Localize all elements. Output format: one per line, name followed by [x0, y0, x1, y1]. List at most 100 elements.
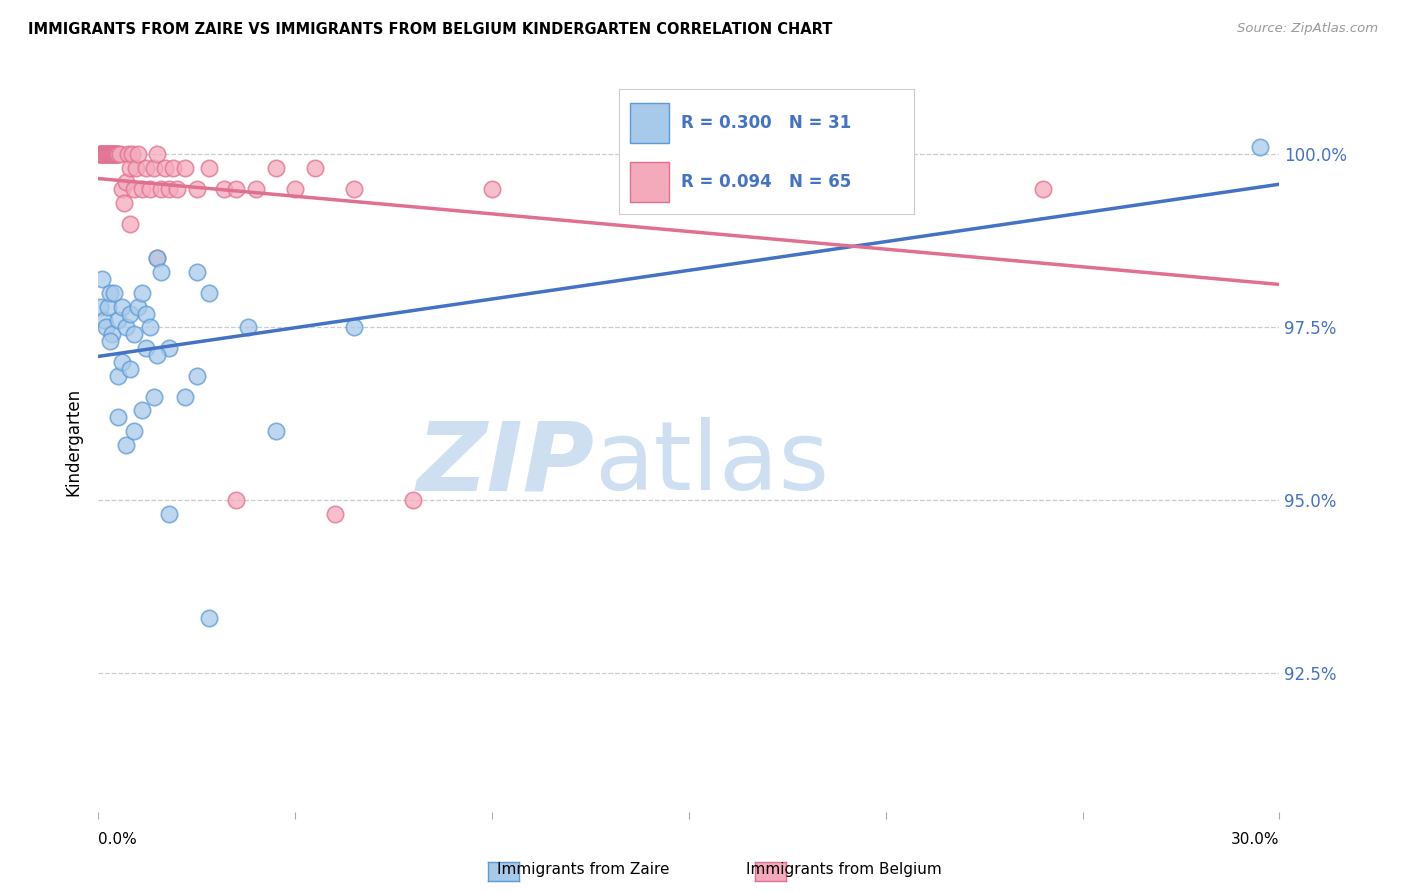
- Point: [100, 147, 122, 161]
- Point: [89, 300, 111, 314]
- Point: [89, 147, 111, 161]
- Point: [638, 182, 661, 196]
- Point: [89, 147, 111, 161]
- Point: [157, 182, 180, 196]
- Text: 30.0%: 30.0%: [1232, 832, 1279, 847]
- Text: ZIP: ZIP: [416, 417, 595, 510]
- Point: [481, 182, 503, 196]
- Point: [112, 195, 135, 210]
- Point: [131, 285, 153, 300]
- Point: [107, 313, 129, 327]
- Point: [122, 327, 145, 342]
- Point: [166, 182, 188, 196]
- Text: atlas: atlas: [595, 417, 830, 510]
- Point: [96, 147, 118, 161]
- Point: [122, 182, 145, 196]
- Text: Source: ZipAtlas.com: Source: ZipAtlas.com: [1237, 22, 1378, 36]
- Point: [125, 161, 148, 176]
- Point: [96, 147, 118, 161]
- Point: [93, 147, 115, 161]
- FancyBboxPatch shape: [630, 103, 669, 143]
- Point: [150, 265, 173, 279]
- Point: [155, 161, 177, 176]
- Point: [157, 341, 180, 355]
- Point: [146, 147, 169, 161]
- Point: [121, 147, 143, 161]
- Point: [90, 147, 112, 161]
- Point: [146, 348, 169, 362]
- Point: [111, 182, 134, 196]
- Point: [94, 147, 117, 161]
- Point: [186, 368, 208, 383]
- Point: [225, 182, 247, 196]
- Point: [118, 362, 141, 376]
- Point: [225, 493, 247, 508]
- Point: [756, 182, 779, 196]
- Point: [875, 182, 897, 196]
- Point: [146, 251, 169, 265]
- Point: [127, 147, 149, 161]
- Point: [91, 147, 114, 161]
- Point: [103, 147, 125, 161]
- Point: [197, 285, 219, 300]
- Y-axis label: Kindergarten: Kindergarten: [65, 387, 83, 496]
- Point: [118, 306, 141, 320]
- Point: [115, 320, 138, 334]
- Point: [236, 320, 259, 334]
- Point: [97, 147, 120, 161]
- Point: [96, 320, 118, 334]
- Point: [118, 217, 141, 231]
- Point: [138, 182, 160, 196]
- Point: [131, 182, 153, 196]
- Point: [115, 175, 138, 189]
- Text: 0.0%: 0.0%: [98, 832, 138, 847]
- Point: [103, 285, 125, 300]
- Point: [98, 334, 121, 349]
- Point: [146, 251, 169, 265]
- Point: [186, 182, 208, 196]
- Point: [174, 161, 197, 176]
- Point: [93, 313, 115, 327]
- Point: [118, 161, 141, 176]
- Point: [142, 161, 165, 176]
- Point: [98, 147, 121, 161]
- Point: [117, 147, 139, 161]
- Point: [1032, 182, 1054, 196]
- Point: [343, 320, 366, 334]
- Point: [142, 390, 165, 404]
- Point: [162, 161, 184, 176]
- Text: R = 0.300   N = 31: R = 0.300 N = 31: [681, 114, 851, 132]
- Point: [138, 320, 160, 334]
- Point: [107, 147, 129, 161]
- Point: [101, 327, 124, 342]
- Point: [108, 147, 131, 161]
- Point: [323, 507, 346, 521]
- Point: [98, 147, 121, 161]
- Point: [343, 182, 366, 196]
- Text: Immigrants from Zaire: Immigrants from Zaire: [498, 863, 669, 877]
- Point: [105, 147, 128, 161]
- Point: [135, 306, 157, 320]
- Point: [197, 161, 219, 176]
- Text: R = 0.094   N = 65: R = 0.094 N = 65: [681, 173, 851, 191]
- Point: [91, 272, 114, 286]
- Point: [186, 265, 208, 279]
- Point: [104, 147, 127, 161]
- Point: [98, 285, 121, 300]
- Point: [91, 147, 114, 161]
- Point: [135, 341, 157, 355]
- Point: [245, 182, 267, 196]
- Point: [131, 403, 153, 417]
- Point: [97, 300, 120, 314]
- Point: [103, 147, 125, 161]
- Point: [264, 161, 287, 176]
- Point: [1249, 140, 1271, 154]
- Point: [214, 182, 236, 196]
- Point: [105, 147, 128, 161]
- Text: Immigrants from Belgium: Immigrants from Belgium: [745, 863, 942, 877]
- Point: [111, 355, 134, 369]
- Point: [127, 300, 149, 314]
- Text: IMMIGRANTS FROM ZAIRE VS IMMIGRANTS FROM BELGIUM KINDERGARTEN CORRELATION CHART: IMMIGRANTS FROM ZAIRE VS IMMIGRANTS FROM…: [28, 22, 832, 37]
- Point: [150, 182, 173, 196]
- Point: [402, 493, 425, 508]
